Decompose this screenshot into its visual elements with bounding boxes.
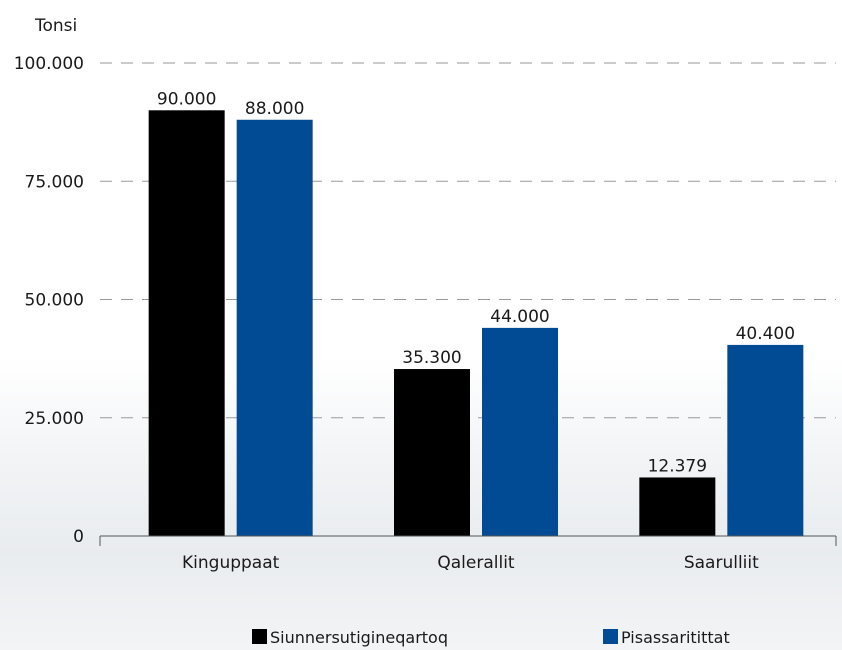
data-label: 35.300 [402,348,461,368]
data-labels: 90.000 88.000 35.300 44.000 12.379 40.400 [157,89,795,476]
legend-swatch [252,629,267,644]
bar-saarulliit-1 [639,477,716,536]
category-label: Qalerallit [437,553,515,573]
y-axis-ticks: 0 25.000 50.000 75.000 100.000 [14,54,84,547]
bar-qalerallit-1 [394,369,470,536]
legend-swatch [603,629,618,644]
data-label: 44.000 [490,307,549,327]
legend-label: Siunnersutigineqartoq [270,628,448,647]
bar-kinguppaat-2 [236,119,313,536]
y-tick-label: 100.000 [14,54,84,74]
data-label: 88.000 [245,99,304,119]
bar-saarulliit-2 [727,344,804,536]
bars [148,110,804,537]
y-tick-label: 75.000 [25,172,84,192]
data-label: 40.400 [736,324,795,344]
y-axis-unit-label: Tonsi [34,16,77,36]
data-label: 90.000 [157,89,216,109]
legend: Siunnersutigineqartoq Pisassaritittat [252,628,730,647]
y-tick-label: 50.000 [25,291,84,311]
category-label: Saarulliit [684,553,759,573]
bar-kinguppaat-1 [148,110,225,537]
y-tick-label: 0 [73,527,84,547]
legend-label: Pisassaritittat [621,628,730,647]
bar-qalerallit-2 [482,327,558,536]
category-labels: Kinguppaat Qalerallit Saarulliit [182,553,759,573]
data-label: 12.379 [648,456,707,476]
y-tick-label: 25.000 [25,409,84,429]
category-label: Kinguppaat [182,553,280,573]
